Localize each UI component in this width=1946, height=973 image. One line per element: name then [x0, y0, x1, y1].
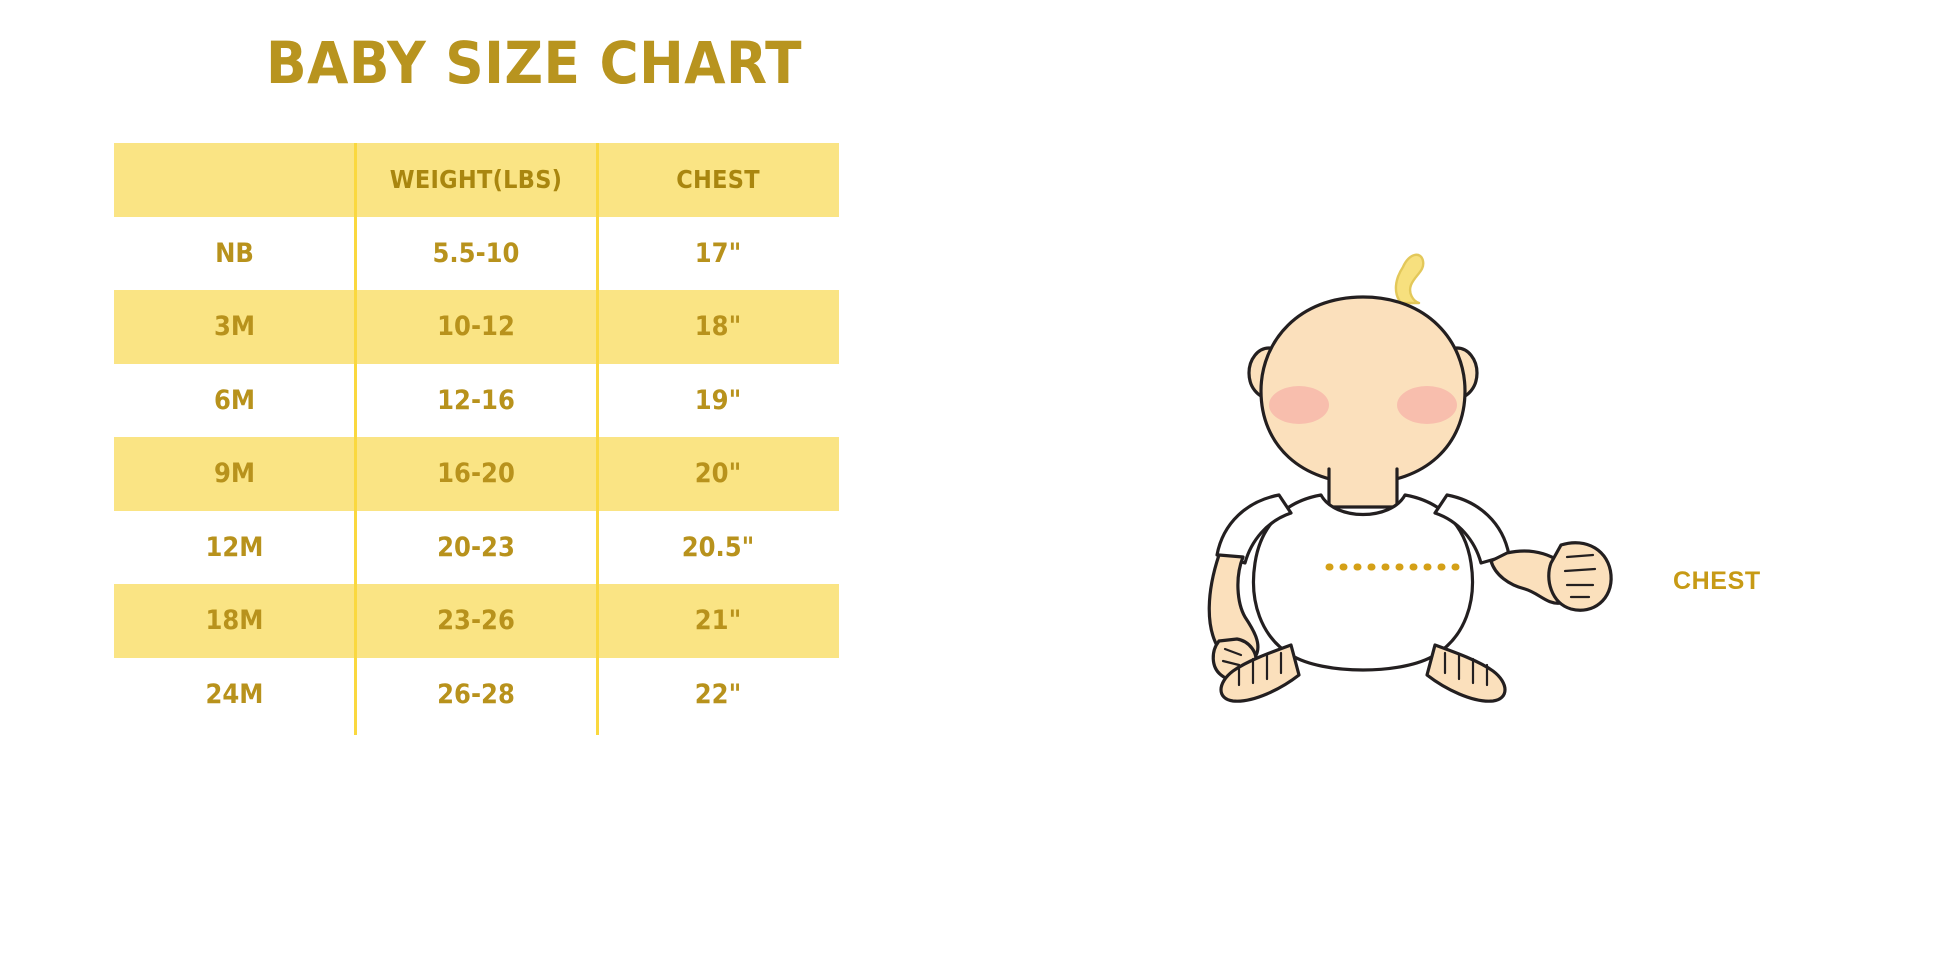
cell-chest: 22": [694, 678, 742, 710]
chest-measure-label: CHEST: [1673, 567, 1761, 595]
neck: [1327, 467, 1399, 509]
cell-weight: 5.5-10: [432, 237, 520, 269]
table-row: 12M 20-23 20.5": [114, 510, 839, 584]
page-title: BABY SIZE CHART: [265, 29, 803, 97]
left-foot-toes: [1237, 651, 1283, 687]
table-row: 3M 10-12 18": [114, 290, 839, 364]
hair-curl-icon: [1394, 253, 1425, 305]
cell-size: NB: [215, 237, 254, 269]
right-fist: [1547, 541, 1613, 612]
cell-weight: 23-26: [437, 605, 515, 636]
baby-illustration: [1195, 245, 1685, 705]
header-cell-size: [126, 143, 343, 217]
header-cell-weight: WEIGHT(LBS): [389, 165, 563, 194]
cell-weight: 16-20: [437, 458, 515, 489]
cell-chest: 20.5": [681, 531, 755, 563]
header-cell-chest: CHEST: [676, 165, 760, 194]
cell-size: 6M: [213, 384, 256, 416]
left-sleeve: [1215, 493, 1293, 565]
cell-chest: 20": [694, 458, 742, 489]
table-row: NB 5.5-10 17": [114, 216, 839, 290]
cell-weight: 10-12: [437, 311, 515, 342]
cell-chest: 21": [694, 605, 742, 636]
cell-size: 24M: [205, 678, 264, 710]
sitting-baby-icon: [1207, 253, 1613, 703]
left-hand-fingers: [1221, 647, 1243, 667]
left-leg: [1219, 643, 1301, 703]
cell-size: 18M: [205, 605, 264, 636]
cell-chest: 17": [694, 237, 742, 269]
cell-size: 3M: [213, 311, 256, 342]
table-row: 9M 16-20 20": [114, 437, 839, 511]
cell-size: 9M: [213, 458, 256, 489]
size-table: WEIGHT(LBS) CHEST NB 5.5-10 17" 3M 10-12…: [114, 143, 839, 731]
cell-weight: 20-23: [437, 531, 515, 563]
cell-weight: 26-28: [437, 678, 515, 710]
table-header-row: WEIGHT(LBS) CHEST: [114, 143, 839, 217]
right-blush: [1397, 386, 1457, 424]
right-fist-fingers: [1563, 553, 1597, 599]
cell-weight: 12-16: [437, 384, 515, 416]
column-divider-line: [596, 143, 599, 735]
right-leg: [1425, 643, 1507, 703]
onesie-body: [1251, 493, 1475, 672]
table-row: 18M 23-26 21": [114, 584, 839, 658]
cell-chest: 19": [694, 384, 742, 416]
table-row: 24M 26-28 22": [114, 657, 839, 731]
left-blush: [1269, 386, 1329, 424]
right-foot-toes: [1443, 651, 1489, 687]
column-divider-line: [354, 143, 357, 735]
cell-size: 12M: [205, 531, 264, 563]
table-row: 6M 12-16 19": [114, 363, 839, 437]
cell-chest: 18": [694, 311, 742, 342]
